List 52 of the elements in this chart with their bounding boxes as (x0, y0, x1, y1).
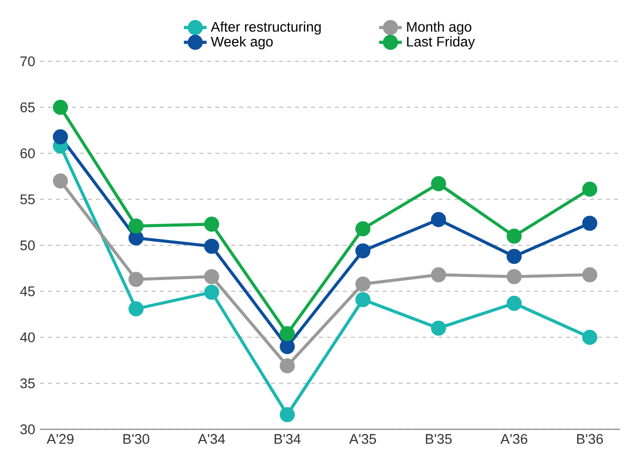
y-tick-label: 30 (20, 424, 35, 434)
point (355, 221, 370, 236)
point (280, 358, 295, 374)
point (582, 330, 598, 345)
point (280, 326, 295, 342)
x-tick-label: A'29 (46, 434, 74, 444)
point (128, 272, 144, 287)
point (430, 176, 446, 192)
point (204, 238, 220, 254)
point (280, 407, 295, 422)
y-tick-label: 45 (20, 286, 35, 296)
x-tick-label: B'35 (426, 434, 452, 444)
point (52, 129, 68, 144)
point (430, 267, 446, 282)
point (430, 212, 446, 228)
y-tick-label: 60 (20, 148, 35, 158)
point (52, 173, 68, 188)
x-tick-label: B'36 (577, 434, 603, 444)
point (204, 216, 220, 232)
point (582, 182, 598, 197)
y-tick-label: 50 (20, 240, 35, 250)
point (355, 243, 370, 258)
x-tick-label: A'36 (500, 434, 528, 444)
y-tick-label: 40 (20, 332, 35, 342)
point (506, 248, 522, 264)
point (52, 100, 68, 115)
legend-label: Week ago (210, 36, 273, 50)
y-tick-label: 70 (20, 56, 35, 66)
point (128, 218, 144, 234)
x-tick-label: B'30 (123, 434, 150, 444)
x-tick-label: B'34 (274, 434, 301, 444)
y-tick-label: 55 (20, 194, 35, 204)
x-tick-label: A'35 (349, 434, 376, 444)
point (582, 216, 598, 231)
point (204, 269, 220, 284)
legend-label: After restructuring (210, 22, 321, 35)
y-tick-label: 35 (20, 378, 35, 388)
point (355, 276, 370, 292)
point (355, 292, 370, 308)
point (280, 338, 295, 354)
legend-label: Month ago (407, 22, 472, 35)
legend-label: Last Friday (407, 36, 475, 50)
point (128, 301, 144, 316)
x-tick-label: A'34 (198, 434, 225, 444)
point (128, 230, 144, 246)
point (506, 228, 522, 244)
point (430, 320, 446, 336)
point (582, 267, 598, 282)
point (506, 269, 522, 284)
y-tick-label: 65 (20, 102, 35, 112)
point (506, 296, 522, 311)
point (204, 284, 220, 300)
